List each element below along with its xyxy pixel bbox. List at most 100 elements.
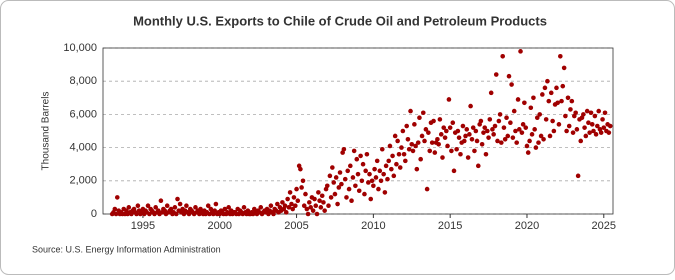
data-point — [369, 178, 375, 184]
data-point — [397, 165, 403, 170]
data-point — [474, 138, 480, 144]
data-point — [595, 123, 600, 129]
data-point — [342, 176, 348, 182]
data-point — [213, 201, 219, 207]
x-tick-label: 2005 — [284, 220, 308, 232]
data-point — [593, 132, 599, 137]
data-point — [358, 153, 363, 159]
data-point — [497, 112, 503, 117]
data-point — [389, 166, 394, 172]
data-point — [400, 128, 406, 134]
data-point — [440, 155, 445, 160]
data-point — [318, 205, 324, 210]
data-point — [454, 146, 459, 152]
data-point — [479, 141, 485, 147]
x-tick-label: 2000 — [208, 220, 232, 232]
data-point — [475, 163, 481, 169]
data-point — [344, 195, 349, 200]
data-point — [341, 146, 347, 152]
data-point — [510, 135, 516, 140]
data-point — [113, 211, 119, 217]
data-point — [568, 107, 573, 112]
data-point — [409, 141, 415, 147]
data-point — [508, 120, 513, 125]
data-point — [177, 201, 183, 207]
data-point — [581, 112, 586, 117]
data-point — [449, 148, 454, 154]
data-point — [481, 130, 486, 135]
x-tick-label: 2025 — [592, 220, 616, 232]
data-point — [226, 205, 231, 210]
data-point — [424, 186, 430, 192]
data-point — [193, 205, 198, 210]
data-point — [506, 73, 512, 79]
data-point — [436, 141, 441, 147]
data-point — [502, 137, 508, 142]
data-point — [545, 78, 550, 84]
data-point — [509, 82, 514, 87]
data-point — [537, 112, 543, 117]
data-point — [419, 133, 425, 139]
data-point — [550, 118, 555, 124]
data-point — [293, 203, 298, 208]
data-point — [365, 180, 371, 185]
data-point — [374, 158, 380, 164]
data-point — [566, 123, 572, 129]
data-point — [349, 198, 354, 204]
data-point — [307, 200, 312, 205]
data-point — [429, 140, 435, 145]
data-point — [418, 156, 423, 162]
data-point — [413, 143, 418, 149]
data-point — [222, 206, 228, 212]
data-point — [314, 211, 320, 217]
data-point — [441, 125, 447, 130]
data-point — [286, 205, 292, 210]
data-point — [570, 130, 576, 135]
data-point — [532, 127, 537, 132]
data-point — [316, 190, 321, 195]
data-point — [346, 186, 352, 192]
data-point — [321, 200, 326, 205]
data-point — [602, 110, 608, 116]
data-point — [379, 146, 385, 152]
y-tick-label: 8,000 — [69, 75, 97, 87]
data-point — [451, 168, 457, 174]
data-point — [518, 49, 523, 54]
data-point — [561, 65, 567, 71]
data-point — [317, 198, 322, 204]
data-point — [456, 135, 462, 140]
data-point — [589, 122, 595, 127]
data-point — [584, 108, 590, 114]
data-point — [499, 140, 504, 145]
data-point — [483, 151, 489, 157]
data-point — [355, 171, 361, 177]
data-point — [326, 203, 331, 208]
data-point — [587, 130, 592, 135]
data-point — [523, 125, 529, 130]
data-point — [455, 128, 461, 134]
data-point — [514, 140, 519, 145]
data-point — [437, 117, 443, 122]
data-point — [145, 203, 151, 208]
data-point — [528, 105, 534, 111]
data-point — [348, 163, 353, 169]
data-point — [319, 193, 325, 199]
data-point — [381, 171, 386, 177]
data-point — [516, 127, 522, 132]
data-point — [463, 133, 468, 139]
data-point — [310, 208, 316, 213]
data-point — [410, 148, 416, 154]
data-point — [551, 128, 557, 134]
y-tick-label: 6,000 — [69, 108, 97, 120]
data-point — [447, 125, 453, 130]
y-tick-label: 10,000 — [63, 42, 97, 54]
data-point — [501, 125, 507, 130]
data-point — [446, 97, 452, 102]
data-point — [548, 90, 554, 96]
data-point — [404, 123, 409, 129]
data-point — [487, 117, 493, 122]
data-point — [569, 98, 575, 104]
data-point — [158, 198, 164, 204]
y-tick-label: 0 — [91, 208, 97, 220]
data-point — [445, 143, 450, 149]
